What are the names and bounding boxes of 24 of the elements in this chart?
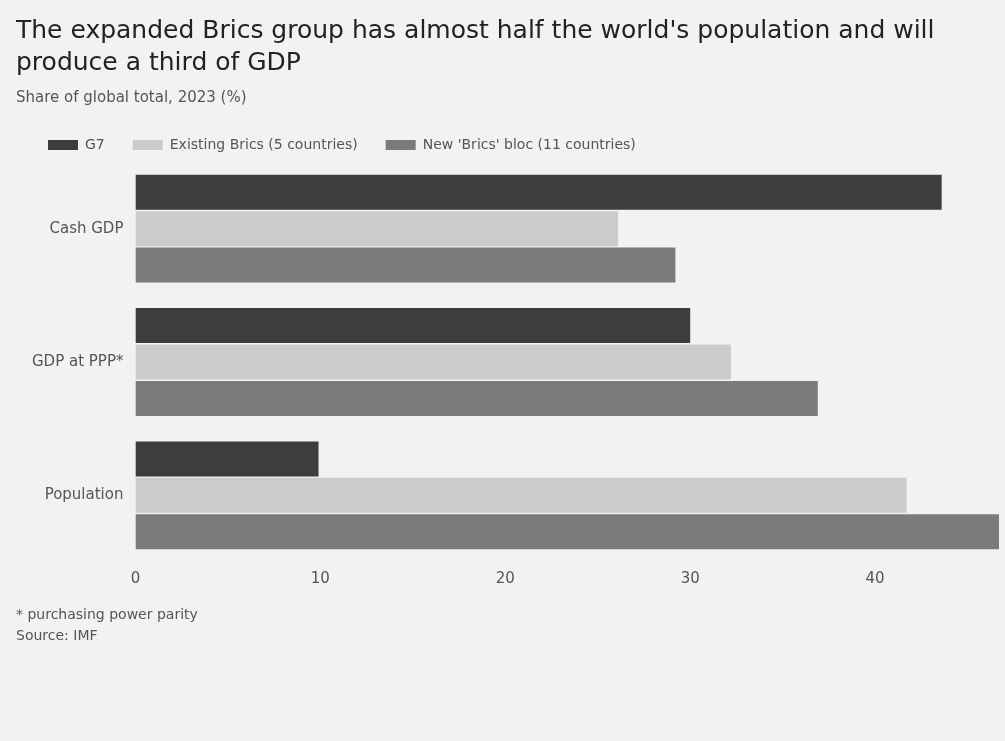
y-tick-label: GDP at PPP*: [32, 351, 124, 370]
bar: [135, 477, 907, 513]
legend-label: G7: [85, 135, 105, 152]
chart-subtitle: Share of global total, 2023 (%): [16, 88, 248, 106]
bar: [135, 174, 942, 210]
x-tick-label: 10: [310, 568, 330, 587]
bar: [135, 308, 691, 344]
x-tick-label: 20: [495, 568, 515, 587]
x-tick-label: 40: [865, 568, 885, 587]
legend-label: Existing Brics (5 countries): [169, 135, 358, 152]
bar: [135, 380, 818, 416]
bar: [135, 344, 731, 380]
y-tick-label: Cash GDP: [49, 218, 124, 237]
source-note: Source: IMF: [16, 626, 99, 645]
bar: [135, 514, 999, 550]
legend-label: New 'Brics' bloc (11 countries): [422, 135, 636, 152]
x-tick-label: 0: [130, 568, 141, 587]
text: * purchasing power parity: [16, 605, 199, 624]
x-tick-label: 30: [680, 568, 700, 587]
bar: [135, 441, 319, 477]
bar: [135, 211, 619, 247]
bar: [135, 247, 676, 283]
y-tick-label: Population: [44, 485, 124, 504]
chart-title: The expanded Brics group has almost half the world's population and will produce a third of GDP: [16, 14, 936, 78]
